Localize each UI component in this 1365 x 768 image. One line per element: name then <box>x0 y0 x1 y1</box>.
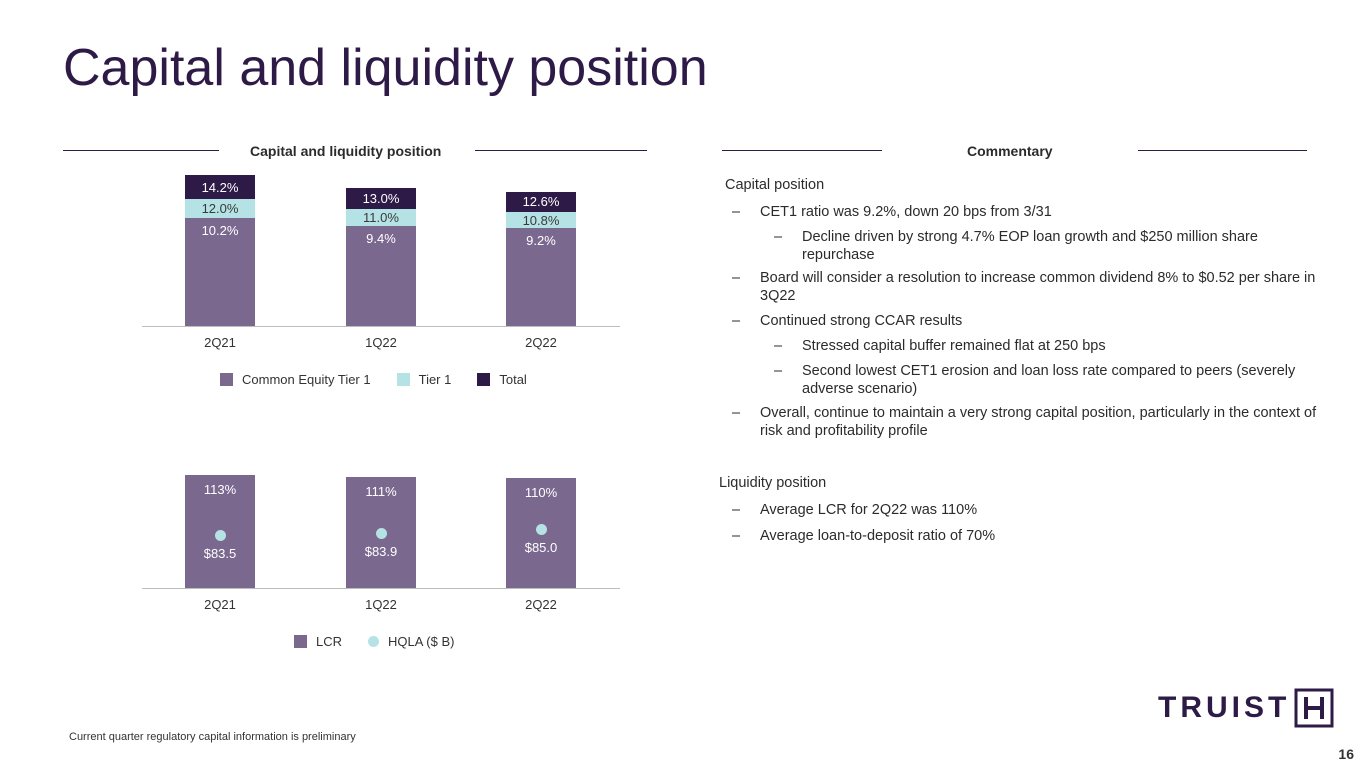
liquidity-x-tick: 1Q22 <box>365 597 397 612</box>
capital-x-tick: 1Q22 <box>365 335 397 350</box>
left-header-rule-right <box>475 150 647 151</box>
page-title: Capital and liquidity position <box>63 39 708 97</box>
lcr-data-label: 113% <box>203 482 237 498</box>
hqla-point <box>376 528 387 540</box>
logo-wordmark: TRUIST <box>1158 691 1291 724</box>
capital-bar-cet1 <box>185 217 255 326</box>
legend-item-cet1: Common Equity Tier 1 <box>220 372 371 387</box>
legend-marker-hqla <box>368 636 380 647</box>
capital-data-label: 13.0% <box>362 191 400 207</box>
lcr-data-label: 111% <box>365 484 397 500</box>
capital-bar-tier1 <box>185 198 255 218</box>
legend-item-total: Total <box>477 372 527 387</box>
capital-bar-tier1 <box>346 209 416 227</box>
hqla-point <box>536 524 547 535</box>
left-header-rule-left <box>63 150 219 151</box>
capital-bullet-2: – Board will consider a resolution to in… <box>732 269 1320 305</box>
liquidity-chart-axis <box>142 588 620 589</box>
bullet-text: CET1 ratio was 9.2%, down 20 bps from 3/… <box>760 204 1052 220</box>
legend-swatch-cet1 <box>220 373 233 386</box>
bullet-dash: – <box>732 270 741 286</box>
capital-bar-cet1 <box>506 228 576 326</box>
truist-logo: TRUIST <box>1158 688 1334 728</box>
capital-x-tick: 2Q21 <box>204 335 236 350</box>
capital-sub-bullet-3b: – Second lowest CET1 erosion and loan lo… <box>774 362 1312 398</box>
right-section-header: Commentary <box>967 143 1053 159</box>
bullet-dash: – <box>774 363 783 379</box>
hqla-data-label: $83.9 <box>364 544 398 560</box>
legend-label-lcr: LCR <box>316 634 343 649</box>
capital-sub-bullet-3a: – Stressed capital buffer remained flat … <box>774 337 1312 355</box>
bullet-text: Board will consider a resolution to incr… <box>760 270 1316 304</box>
bullet-text: Overall, continue to maintain a very str… <box>760 405 1317 439</box>
legend-item-tier1: Tier 1 <box>396 372 452 387</box>
liquidity-bullet-2: – Average loan-to-deposit ratio of 70% <box>732 527 1320 545</box>
bullet-text: Stressed capital buffer remained flat at… <box>802 338 1106 354</box>
bullet-dash: – <box>732 313 741 329</box>
capital-data-label: 14.2% <box>201 179 239 195</box>
bullet-dash: – <box>732 405 741 421</box>
legend-label-total: Total <box>499 372 527 387</box>
capital-data-label: 12.6% <box>522 194 560 210</box>
liquidity-x-tick: 2Q21 <box>204 597 236 612</box>
right-header-rule-right <box>1138 150 1307 151</box>
capital-data-label: 9.2% <box>526 233 556 249</box>
bullet-dash: – <box>732 502 741 518</box>
legend-item-hqla: HQLA ($ B) <box>368 634 454 649</box>
bullet-text: Average LCR for 2Q22 was 110% <box>760 502 978 518</box>
legend-label-cet1: Common Equity Tier 1 <box>242 372 371 387</box>
left-section-header: Capital and liquidity position <box>250 143 442 159</box>
legend-item-lcr: LCR <box>294 634 342 649</box>
capital-chart-legend: Common Equity Tier 1 Tier 1 Total <box>220 372 553 387</box>
bullet-text: Decline driven by strong 4.7% EOP loan g… <box>802 229 1258 263</box>
page-number: 16 <box>1338 746 1354 762</box>
capital-x-tick: 2Q22 <box>525 335 557 350</box>
bullet-text: Continued strong CCAR results <box>760 313 963 329</box>
capital-chart-axis <box>142 326 620 327</box>
capital-data-label: 9.4% <box>366 231 396 247</box>
capital-data-label: 12.0% <box>201 200 239 216</box>
right-header-rule-left <box>722 150 882 151</box>
capital-bar-total <box>506 192 576 212</box>
capital-bullet-1: – CET1 ratio was 9.2%, down 20 bps from … <box>732 203 1320 221</box>
capital-data-label: 10.2% <box>201 222 239 238</box>
bullet-dash: – <box>774 229 783 245</box>
capital-bar-cet1 <box>346 226 416 326</box>
liquidity-position-heading: Liquidity position <box>719 475 827 491</box>
bullet-dash: – <box>732 528 741 544</box>
hqla-point <box>215 530 226 541</box>
capital-position-heading: Capital position <box>725 177 825 193</box>
capital-sub-bullet-1a: – Decline driven by strong 4.7% EOP loan… <box>774 228 1312 264</box>
legend-swatch-lcr <box>294 635 307 648</box>
truist-mark-icon <box>1294 688 1334 728</box>
hqla-data-label: $83.5 <box>203 546 237 561</box>
bullet-text: Second lowest CET1 erosion and loan loss… <box>802 363 1296 397</box>
liquidity-chart-legend: LCR HQLA ($ B) <box>294 634 480 649</box>
lcr-data-label: 110% <box>524 485 558 501</box>
liquidity-x-tick: 2Q22 <box>525 597 557 612</box>
legend-label-hqla: HQLA ($ B) <box>388 634 455 649</box>
bullet-dash: – <box>774 338 783 354</box>
capital-data-label: 10.8% <box>522 212 560 228</box>
bullet-dash: – <box>732 204 741 220</box>
legend-label-tier1: Tier 1 <box>418 372 452 387</box>
capital-bar-total <box>185 175 255 199</box>
hqla-data-label: $85.0 <box>524 540 558 555</box>
capital-bar-total <box>346 188 416 210</box>
liquidity-bullet-1: – Average LCR for 2Q22 was 110% <box>732 501 1320 519</box>
capital-bullet-3: – Continued strong CCAR results <box>732 312 1320 330</box>
bullet-text: Average loan-to-deposit ratio of 70% <box>760 528 996 544</box>
capital-bar-tier1 <box>506 211 576 229</box>
legend-swatch-total <box>477 373 491 386</box>
capital-data-label: 11.0% <box>363 210 399 226</box>
legend-swatch-tier1 <box>396 373 410 386</box>
capital-bullet-4: – Overall, continue to maintain a very s… <box>732 404 1320 440</box>
footnote: Current quarter regulatory capital infor… <box>69 731 356 743</box>
